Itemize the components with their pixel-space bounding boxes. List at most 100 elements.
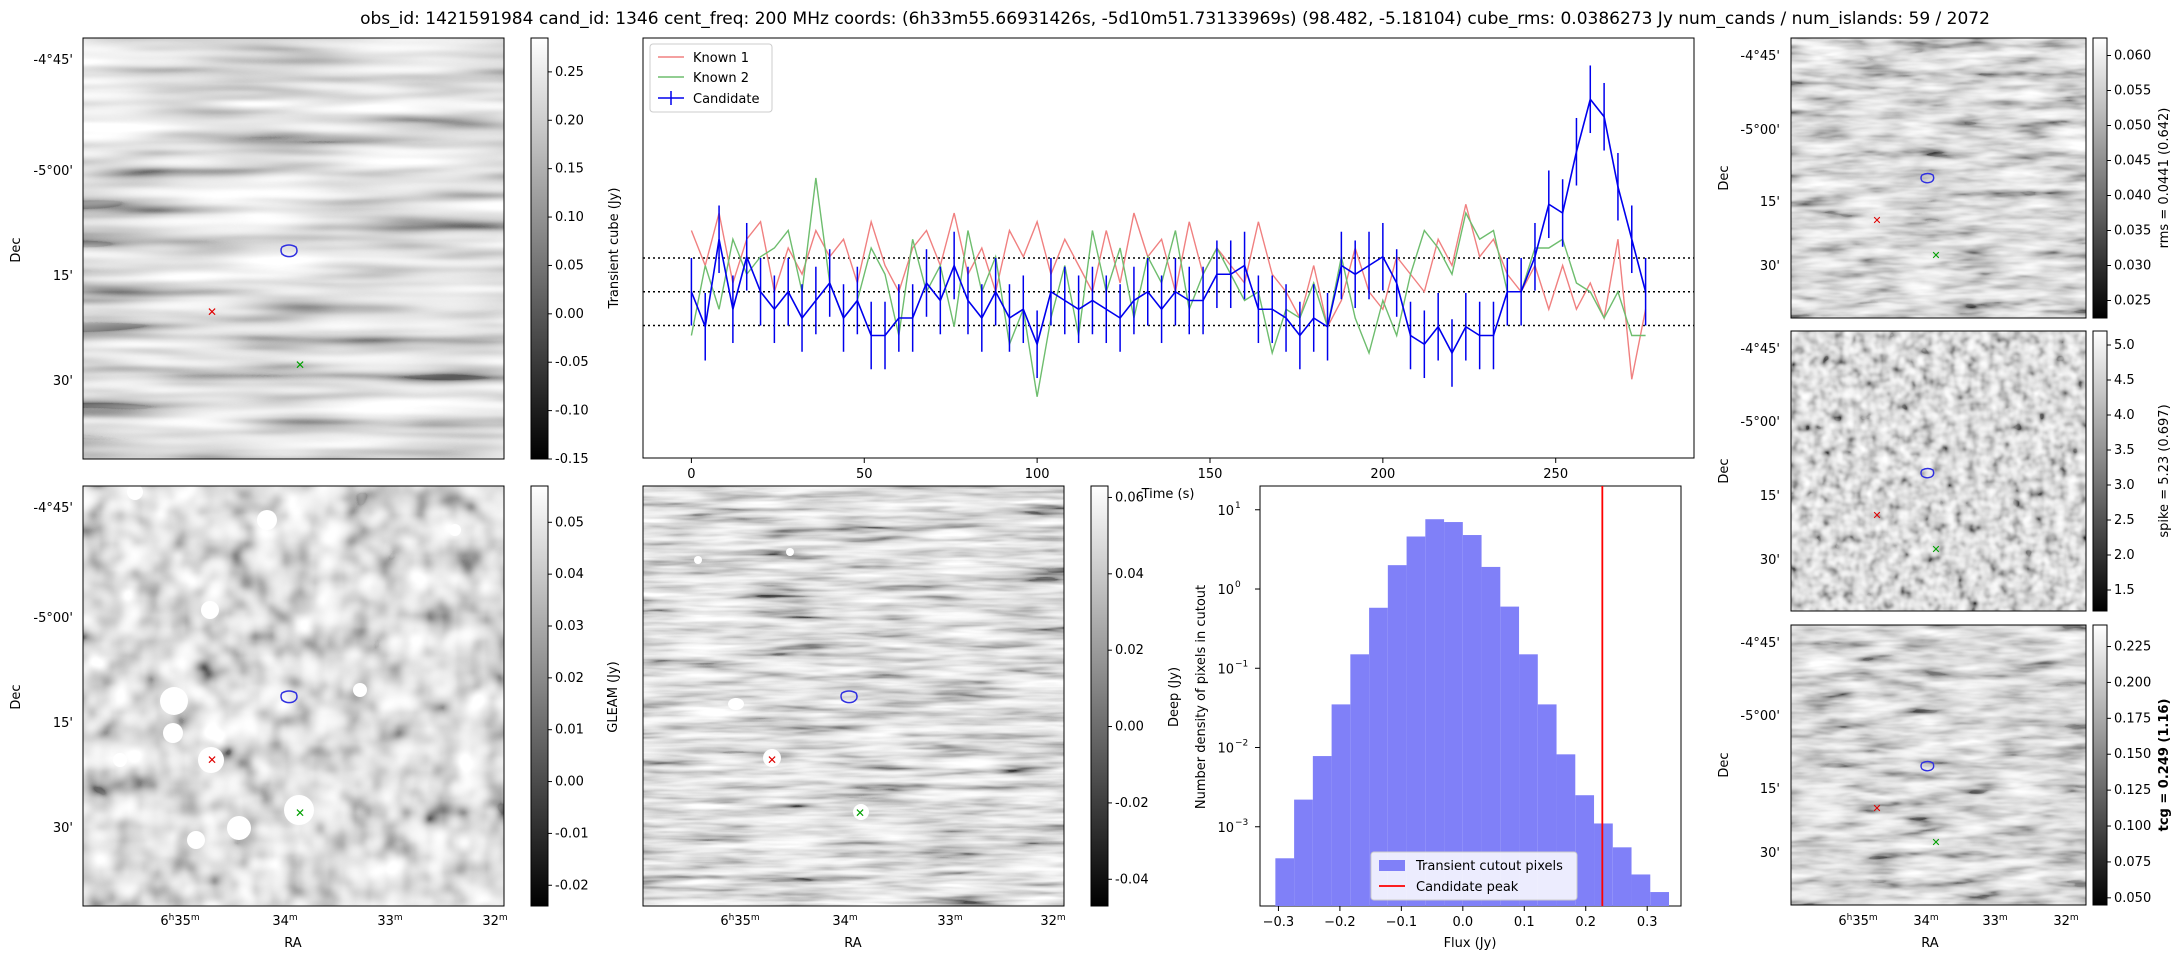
lc-legend: Known 1 Known 2 Candidate — [649, 43, 773, 113]
hist-xtick-label: −0.1 — [1386, 915, 1418, 930]
lc-xtick-label: 250 — [1543, 467, 1568, 482]
cbar-tick-label: -0.15 — [555, 452, 589, 467]
hist-legend: Transient cutout pixels Candidate peak — [1370, 851, 1578, 901]
cbar-tick-label: 0.06 — [1115, 490, 1144, 505]
hist-bar — [1387, 565, 1407, 906]
hist-bar — [1425, 519, 1445, 906]
svg-text:32m: 32m — [1040, 913, 1065, 929]
cbar-tick-label: 0.175 — [2114, 711, 2151, 726]
svg-text:15': 15' — [53, 716, 73, 731]
ra-axis-label: RA — [284, 936, 302, 951]
svg-text:30': 30' — [1760, 259, 1780, 274]
known-2-marker: ✕ — [295, 358, 305, 372]
transient-image — [83, 38, 504, 459]
cbar-tick-label: 0.050 — [2114, 119, 2151, 134]
cbar-tick-label: 0.01 — [555, 723, 584, 738]
svg-text:Dec: Dec — [1717, 458, 1732, 483]
gleam-cbar-label: GLEAM (Jy) — [606, 661, 621, 732]
lightcurve-chart: 0 50 100 150 200 250 Transient cube (Jy) Time… — [607, 37, 1695, 502]
svg-text:33m: 33m — [377, 913, 402, 929]
svg-text:6h35m: 6h35m — [720, 913, 759, 929]
svg-text:30': 30' — [53, 821, 73, 836]
hist-ylabel: Number density of pixels in cutout — [1194, 585, 1209, 809]
hist-ytick-exponent: −3 — [1235, 818, 1248, 828]
svg-text:33m: 33m — [937, 913, 962, 929]
hist-ytick-exponent: 0 — [1235, 580, 1241, 590]
cbar-tick-label: 0.040 — [2114, 189, 2151, 204]
cbar-tick-label: 0.035 — [2114, 224, 2151, 239]
lc-legend-known2: Known 2 — [693, 71, 749, 86]
svg-text:Dec: Dec — [1717, 165, 1732, 190]
hist-bar — [1650, 892, 1670, 906]
svg-text:-5°00': -5°00' — [33, 611, 73, 626]
cbar-tick-label: 0.00 — [555, 775, 584, 790]
svg-text:32m: 32m — [2053, 913, 2078, 929]
cbar-tick-label: 0.04 — [555, 567, 584, 582]
cbar-tick-label: 2.0 — [2114, 548, 2135, 563]
svg-text:✕: ✕ — [295, 806, 305, 820]
hist-legend-peak: Candidate peak — [1416, 880, 1519, 895]
lc-xtick-label: 200 — [1370, 467, 1395, 482]
svg-text:-4°45': -4°45' — [1740, 49, 1780, 64]
cbar-tick-label: 1.5 — [2114, 583, 2135, 598]
hist-xtick-label: 0.3 — [1637, 915, 1658, 930]
hist-ytick-exponent: −2 — [1235, 739, 1248, 749]
cbar-tick-label: 0.00 — [1115, 720, 1144, 735]
svg-text:-4°45': -4°45' — [1740, 636, 1780, 651]
hist-bar — [1444, 522, 1463, 906]
hist-bar — [1575, 795, 1595, 906]
cbar-tick-label: 0.045 — [2114, 154, 2151, 169]
tcg-image — [1791, 625, 2086, 905]
svg-text:-4°45': -4°45' — [1740, 342, 1780, 357]
known-1-marker: ✕ — [207, 305, 217, 319]
deep-cbar-label: Deep (Jy) — [1167, 667, 1182, 727]
deep-sources — [694, 548, 869, 820]
ra-tick-0: 6h35m — [160, 913, 199, 929]
hist-bar — [1406, 536, 1426, 906]
cbar-tick-label: 0.125 — [2114, 783, 2151, 798]
cbar-tick-label: 0.02 — [555, 671, 584, 686]
cbar-tick-label: 0.02 — [1115, 643, 1144, 658]
dec-axis-label: Dec — [9, 237, 24, 262]
dec-tick-1: -5°00' — [33, 164, 73, 179]
rms-image-panel: ✕ ✕ -4°45' -5°00' 15' 30' Dec 0.060 0.055… — [1717, 37, 2172, 319]
svg-text:RA: RA — [1921, 936, 1939, 951]
svg-text:32m: 32m — [482, 913, 507, 929]
cbar-tick-label: 4.0 — [2114, 408, 2135, 423]
spike-cbar-label: spike = 5.23 (0.697) — [2157, 404, 2172, 537]
hist-ytick-label: 10 — [1217, 662, 1234, 677]
cbar-tick-label: 0.05 — [555, 258, 584, 273]
lc-xtick-label: 0 — [687, 467, 695, 482]
rms-cbar-label: rms = 0.0441 (0.642) — [2157, 108, 2172, 249]
hist-xtick-label: 0.0 — [1452, 915, 1473, 930]
cbar-tick-label: 4.5 — [2114, 373, 2135, 388]
lc-series-candidate — [690, 97, 1647, 355]
lc-xtick-label: 150 — [1198, 467, 1223, 482]
svg-text:15': 15' — [1760, 489, 1780, 504]
hist-bar — [1331, 704, 1351, 906]
dec-tick-3: 30' — [53, 374, 73, 389]
lc-legend-known1: Known 1 — [693, 51, 749, 66]
cbar-tick-label: 0.05 — [555, 515, 584, 530]
svg-text:✕: ✕ — [1872, 214, 1881, 227]
hist-bar — [1275, 858, 1295, 906]
hist-ytick-label: 10 — [1217, 742, 1234, 757]
colorbar-gleam: 0.05 0.04 0.03 0.02 0.01 0.00 -0.01 -0.02 GLEAM… — [530, 485, 621, 907]
svg-text:-5°00': -5°00' — [1740, 415, 1780, 430]
cbar-tick-label: 0.04 — [1115, 567, 1144, 582]
hist-xtick-label: 0.1 — [1514, 915, 1535, 930]
cbar-tick-label: 0.20 — [555, 113, 584, 128]
svg-text:30': 30' — [1760, 553, 1780, 568]
transient-image-panel: ✕ ✕ -4°45' -5°00' 15' 30' Dec 0.250.200.… — [9, 37, 589, 467]
svg-text:RA: RA — [844, 936, 862, 951]
cbar-tick-label: -0.10 — [555, 404, 589, 419]
cbar-tick-label: 0.10 — [555, 210, 584, 225]
figure-title: obs_id: 1421591984 cand_id: 1346 cent_fr… — [360, 9, 1990, 29]
lc-xtick-label: 100 — [1025, 467, 1050, 482]
colorbar-transient: 0.25 0.20 0.15 0.10 0.05 0.00 -0.05 -0.10 -0.15 — [530, 37, 589, 467]
hist-xlabel: Flux (Jy) — [1444, 936, 1497, 951]
rms-image — [1791, 38, 2086, 318]
hist-bar — [1350, 654, 1370, 906]
deep-image-panel: ✕ ✕ 6h35m 34m 33m 32m RA 0.060.040.020.0… — [642, 485, 1182, 951]
